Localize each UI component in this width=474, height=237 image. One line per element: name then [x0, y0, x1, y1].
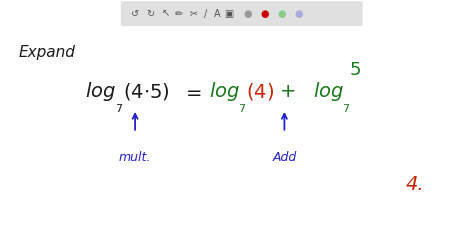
Text: 4.: 4. [405, 175, 424, 194]
Text: 7: 7 [115, 104, 122, 114]
Text: A: A [214, 9, 220, 19]
Text: 7: 7 [238, 104, 245, 114]
Text: $(4)$: $(4)$ [246, 81, 274, 102]
Text: ●: ● [277, 9, 286, 19]
FancyBboxPatch shape [121, 1, 363, 26]
Text: $log$: $log$ [313, 80, 344, 103]
Text: $=$: $=$ [182, 82, 202, 101]
Text: ↻: ↻ [146, 9, 155, 19]
Text: ↺: ↺ [131, 9, 139, 19]
Text: $(4{\cdot}5)$: $(4{\cdot}5)$ [123, 81, 170, 102]
Text: ●: ● [260, 9, 269, 19]
Text: ✂: ✂ [189, 9, 198, 19]
Text: mult.: mult. [119, 151, 151, 164]
Text: /: / [204, 9, 207, 19]
Text: ▣: ▣ [224, 9, 234, 19]
Text: 7: 7 [342, 104, 349, 114]
Text: Add: Add [272, 151, 297, 164]
Text: ✏: ✏ [175, 9, 183, 19]
Text: ●: ● [243, 9, 252, 19]
Text: ●: ● [294, 9, 303, 19]
Text: $+$: $+$ [279, 82, 295, 101]
Text: 5: 5 [350, 61, 361, 79]
Text: $log$: $log$ [85, 80, 116, 103]
Text: ↖: ↖ [162, 9, 170, 19]
Text: $log$: $log$ [209, 80, 239, 103]
Text: Expand: Expand [19, 45, 76, 60]
